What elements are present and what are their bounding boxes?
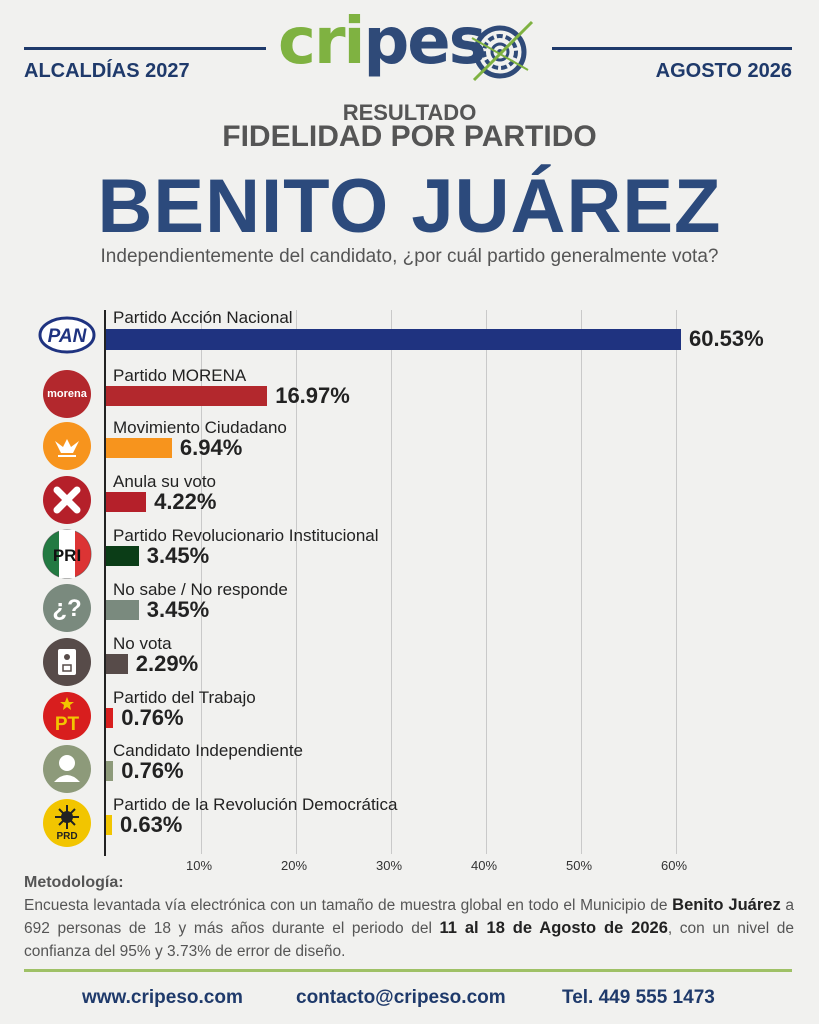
subtitle-result: RESULTADO: [342, 100, 477, 125]
value-label: 3.45%: [146, 597, 210, 622]
bar: [106, 386, 268, 406]
category-label: Anula su voto: [113, 472, 217, 491]
bar: [106, 654, 128, 674]
movimiento-ciudadano-logo-icon: [42, 421, 92, 471]
footer-email[interactable]: contacto@cripeso.com: [296, 987, 506, 1008]
x-tick-label: 60%: [660, 858, 688, 873]
svg-text:PT: PT: [55, 714, 80, 735]
gridline: [676, 310, 677, 854]
value-label: 60.53%: [689, 326, 764, 351]
gridline: [201, 310, 202, 854]
pri-logo-icon: PRI: [42, 529, 92, 579]
category-label: Partido Revolucionario Institucional: [113, 526, 379, 545]
pt-logo-icon: PT: [42, 691, 92, 741]
subtitle-fidelity: FIDELIDAD POR PARTIDO: [222, 120, 597, 153]
category-label: Partido MORENA: [113, 366, 247, 385]
header-rule-right: [552, 47, 792, 50]
y-axis: [104, 310, 106, 856]
bar: [106, 492, 147, 512]
x-tick-label: 50%: [565, 858, 593, 873]
value-label: 3.45%: [146, 543, 210, 568]
morena-logo-icon: morena: [42, 369, 92, 419]
svg-text:¿?: ¿?: [52, 595, 81, 622]
svg-text:PRI: PRI: [53, 546, 81, 565]
category-label: Candidato Independiente: [113, 741, 303, 760]
page-title: BENITO JUÁREZ: [97, 164, 722, 249]
category-label: No vota: [113, 634, 172, 653]
methodology-heading: Metodología:: [24, 874, 124, 891]
footer-website[interactable]: www.cripeso.com: [82, 987, 243, 1008]
bar: [106, 438, 172, 458]
value-label: 4.22%: [154, 489, 217, 514]
pan-logo-icon: PAN: [38, 310, 96, 360]
bar: [106, 708, 114, 728]
target-icon: [471, 20, 534, 82]
category-label: Movimiento Ciudadano: [113, 418, 287, 437]
value-label: 0.76%: [121, 758, 184, 783]
x-tick-label: 10%: [185, 858, 213, 873]
bar: [106, 329, 682, 350]
header-right-label: AGOSTO 2026: [655, 60, 792, 82]
question-icon: ¿?: [42, 583, 92, 633]
gridline: [486, 310, 487, 854]
cripeso-logo: cripesopes: [270, 5, 550, 88]
person-icon: [42, 744, 92, 794]
bar: [106, 761, 114, 781]
x-tick-label: 20%: [280, 858, 308, 873]
prd-logo-icon: PRD: [42, 798, 92, 848]
cross-icon: [42, 475, 92, 525]
value-label: 16.97%: [275, 383, 350, 408]
category-label: Partido de la Revolución Democrática: [113, 795, 398, 814]
gridline: [391, 310, 392, 854]
svg-text:PAN: PAN: [48, 326, 88, 347]
bar: [106, 600, 139, 620]
gridline: [581, 310, 582, 854]
footer-phone[interactable]: Tel. 449 555 1473: [562, 987, 715, 1008]
x-tick-label: 40%: [470, 858, 498, 873]
bar: [106, 546, 139, 566]
value-label: 6.94%: [179, 435, 243, 460]
svg-text:morena: morena: [47, 388, 88, 400]
ballot-icon: [42, 637, 92, 687]
bar: [106, 815, 112, 835]
value-label: 0.76%: [121, 705, 184, 730]
x-tick-label: 30%: [375, 858, 403, 873]
survey-question: Independientemente del candidato, ¿por c…: [100, 246, 719, 267]
category-label: Partido del Trabajo: [113, 688, 256, 707]
value-label: 0.63%: [119, 812, 183, 837]
value-label: 2.29%: [135, 651, 199, 676]
gridline: [296, 310, 297, 854]
category-label: Partido Acción Nacional: [113, 308, 293, 327]
methodology-text: Encuesta levantada vía electrónica con u…: [24, 896, 795, 960]
svg-text:PRD: PRD: [56, 831, 77, 842]
header-left-label: ALCALDÍAS 2027: [24, 60, 190, 82]
footer-rule: [24, 969, 792, 972]
header-rule-left: [24, 47, 266, 50]
category-label: No sabe / No responde: [113, 580, 288, 599]
